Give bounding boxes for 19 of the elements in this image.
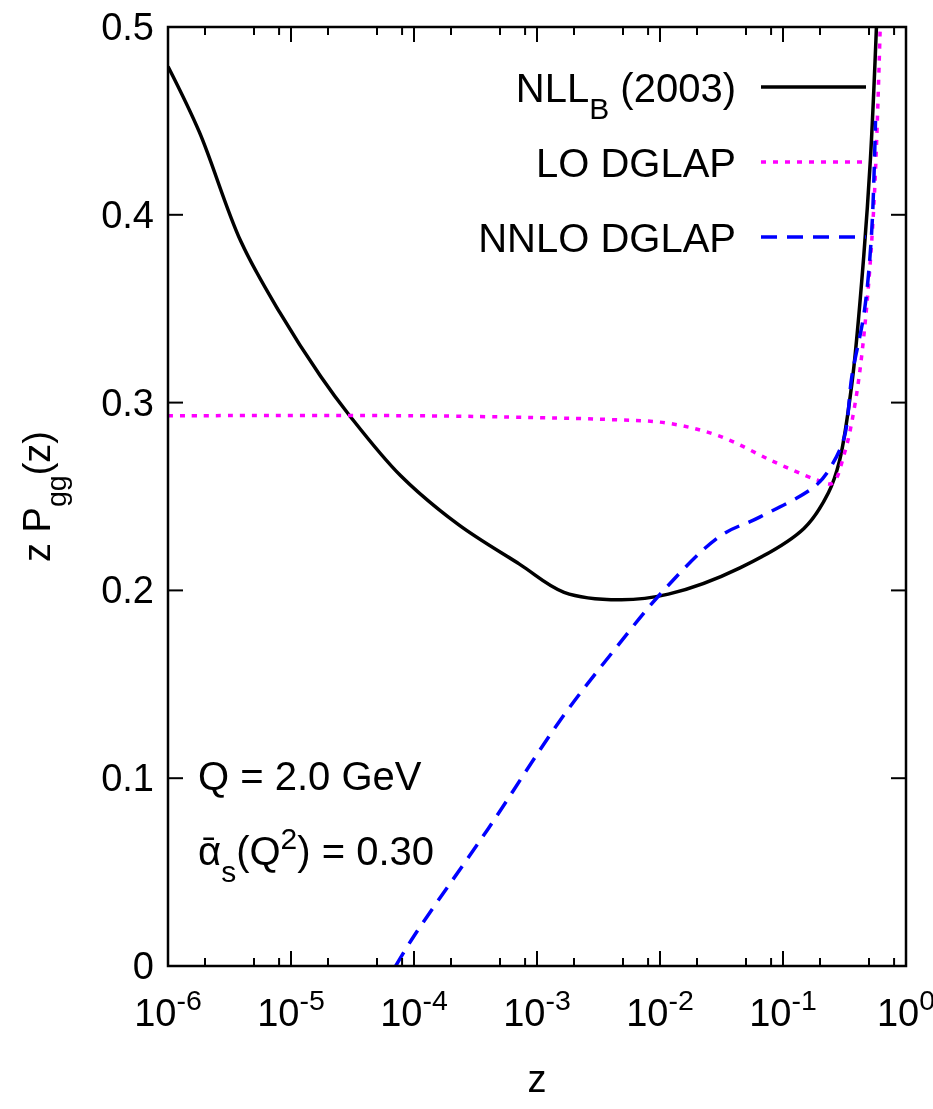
- x-axis-title: z: [527, 1058, 547, 1100]
- annotation: Q = 2.0 GeV: [198, 754, 422, 798]
- legend-label: NLL$_{B}$ (2003): [515, 66, 736, 125]
- y-tick-label: 0.1: [101, 757, 154, 800]
- y-tick-label: 0: [132, 945, 154, 987]
- y-tick-label: 0.3: [101, 381, 154, 424]
- y-tick-label: 0.4: [101, 193, 154, 236]
- y-tick-label: 0.2: [101, 569, 154, 612]
- x-tick-label: 10$^{-6}$: [134, 984, 202, 1034]
- legend-label: LO DGLAP: [535, 141, 736, 185]
- x-tick-label: 10$^{0}$: [876, 984, 933, 1034]
- x-tick-label: 10$^{-5}$: [257, 984, 325, 1034]
- x-tick-label: 10$^{-2}$: [626, 984, 694, 1034]
- x-tick-label: 10$^{-3}$: [503, 984, 571, 1034]
- x-tick-label: 10$^{-1}$: [749, 984, 817, 1034]
- x-tick-label: 10$^{-4}$: [380, 984, 448, 1034]
- annotation: ᾱ$_{s}$(Q$^{2}$) = 0.30: [198, 821, 435, 888]
- legend-label: NNLO DGLAP: [478, 216, 736, 260]
- y-tick-label: 0.5: [101, 6, 154, 48]
